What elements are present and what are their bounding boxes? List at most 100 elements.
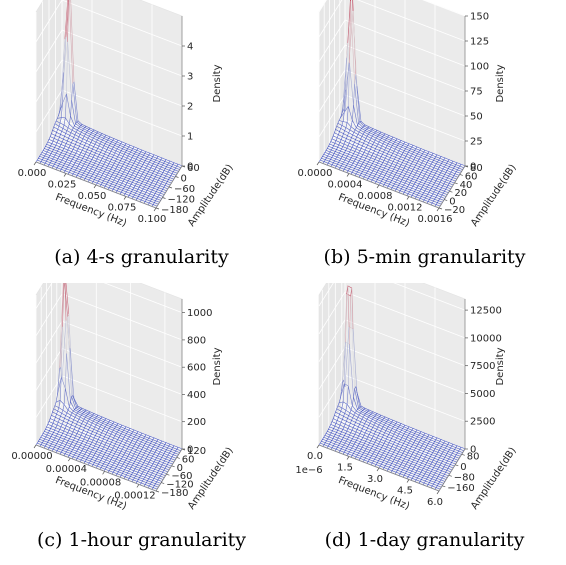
surface-line: [42, 440, 44, 443]
surface-line: [353, 168, 355, 171]
surface-line: [156, 455, 158, 459]
surface-line: [109, 420, 115, 423]
surface-line: [447, 183, 450, 186]
surface-line: [160, 174, 162, 177]
surface-line: [383, 443, 389, 446]
surface-line: [123, 171, 129, 174]
surface-line: [440, 170, 443, 174]
surface-line: [123, 471, 128, 474]
surface-line: [402, 453, 408, 456]
surface-line: [78, 437, 81, 440]
surface-line: [77, 139, 82, 142]
surface-line: [115, 443, 120, 446]
surface-line: [52, 423, 58, 426]
surface-line: [328, 151, 331, 155]
surface-line: [122, 462, 125, 465]
surface-line: [354, 388, 359, 409]
surface-line: [158, 477, 164, 480]
surface-line: [337, 405, 343, 409]
surface-line: [107, 180, 109, 183]
surface-line: [456, 169, 458, 172]
surface-line: [388, 143, 393, 146]
surface-line: [80, 150, 83, 153]
surface-line: [88, 429, 93, 432]
surface-line: [421, 187, 427, 190]
surface-line: [144, 476, 149, 480]
surface-line: [370, 457, 375, 460]
surface-line: [40, 437, 45, 440]
surface-line: [102, 163, 105, 167]
surface-line: [144, 450, 146, 454]
surface-line: [367, 427, 372, 431]
surface-line: [138, 194, 140, 197]
surface-line: [115, 150, 121, 153]
surface-line: [92, 428, 94, 432]
surface-line: [400, 172, 402, 175]
surface-line: [357, 162, 363, 165]
surface-line: [69, 438, 74, 441]
surface-line: [65, 320, 71, 349]
surface-line: [137, 155, 139, 158]
surface-line: [338, 120, 344, 122]
surface-line: [110, 449, 113, 453]
surface-line: [52, 441, 57, 444]
surface-line: [105, 169, 110, 172]
surface-line: [151, 163, 154, 167]
surface-line: [62, 150, 67, 153]
surface-line: [83, 147, 88, 150]
surface-line: [379, 451, 384, 454]
surface-line: [48, 421, 54, 424]
surface-line: [342, 419, 347, 422]
surface-line: [437, 161, 442, 164]
surface-line: [135, 157, 138, 160]
surface-line: [438, 183, 444, 187]
surface-line: [138, 445, 144, 448]
surface-line: [91, 132, 96, 135]
surface-line: [402, 162, 407, 165]
grid-z: [35, 375, 63, 418]
surface-line: [153, 452, 156, 455]
surface-line: [96, 158, 102, 161]
surface-line: [357, 409, 362, 412]
surface-line: [417, 158, 420, 162]
surface-line: [432, 167, 435, 170]
surface-line: [362, 428, 367, 431]
surface-line: [379, 441, 385, 444]
surface-line: [77, 448, 83, 452]
surface-line: [415, 172, 421, 175]
surface-line: [378, 152, 383, 155]
surface-line: [364, 140, 369, 143]
y-tick-mark: [459, 174, 463, 176]
surface-line: [348, 159, 351, 162]
surface-line: [68, 445, 71, 449]
surface-line: [145, 456, 148, 459]
surface-line: [82, 165, 88, 168]
surface-line: [44, 155, 49, 158]
surface-line: [168, 445, 174, 448]
surface-line: [413, 184, 419, 187]
surface-line: [438, 198, 440, 201]
surface-line: [68, 453, 71, 456]
surface-line: [130, 476, 135, 479]
surface-line: [423, 151, 429, 154]
surface-line: [74, 452, 76, 456]
surface-line: [369, 422, 375, 426]
surface-line: [409, 191, 414, 194]
surface-line: [120, 465, 123, 469]
surface-line: [48, 430, 50, 434]
surface-line: [423, 199, 429, 202]
surface-line: [94, 424, 97, 428]
surface-line: [90, 166, 93, 170]
surface-line: [375, 172, 378, 175]
surface-line: [334, 140, 337, 144]
surface-line: [108, 155, 113, 158]
surface-line: [412, 468, 418, 471]
surface-line: [68, 145, 71, 149]
surface-line: [135, 149, 138, 153]
surface-line: [87, 135, 90, 139]
surface-line: [356, 154, 358, 158]
surface-line: [134, 192, 136, 196]
surface-line: [105, 424, 107, 427]
surface-line: [72, 83, 78, 123]
surface-line: [345, 167, 350, 170]
